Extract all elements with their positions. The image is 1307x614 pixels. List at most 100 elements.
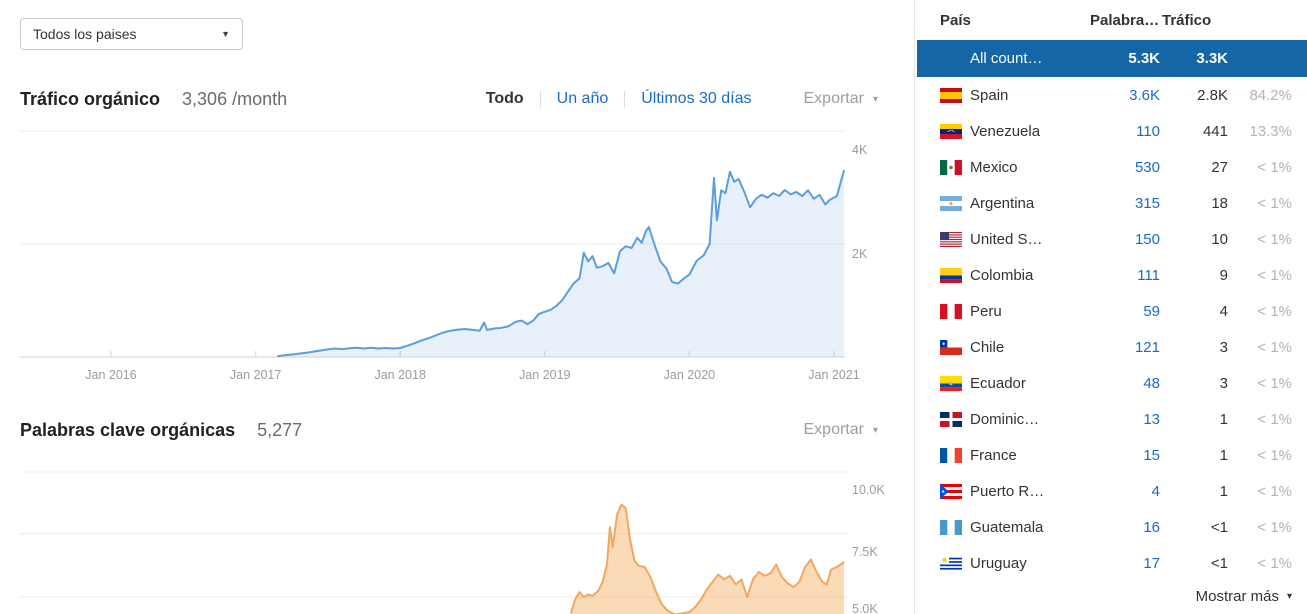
x-tick-label: Jan 2016 — [85, 368, 136, 382]
keywords-count[interactable]: 111 — [1137, 266, 1160, 284]
show-more-button[interactable]: Mostrar más ▾ — [917, 581, 1307, 611]
area-fill — [277, 170, 845, 357]
table-row[interactable]: Colombia 111 9 < 1% — [917, 257, 1307, 293]
keywords-count[interactable]: 13 — [1143, 410, 1160, 428]
organic-keywords-header: Palabras clave orgánicas 5,277 Exportar … — [20, 417, 878, 443]
flag-us-icon — [940, 231, 962, 247]
traffic-percent: 13.3% — [1249, 122, 1292, 140]
traffic-percent: < 1% — [1257, 338, 1292, 356]
y-tick-label: 5.0K — [852, 602, 878, 614]
country-rows: Spain 3.6K 2.8K 84.2% Venezuela 110 441 … — [917, 77, 1307, 581]
table-row[interactable]: Dominic… 13 1 < 1% — [917, 401, 1307, 437]
table-row[interactable]: France 15 1 < 1% — [917, 437, 1307, 473]
traffic-count: 1 — [1219, 446, 1228, 464]
flag-ve-icon — [940, 123, 962, 139]
keywords-count[interactable]: 150 — [1134, 230, 1160, 248]
traffic-percent: < 1% — [1257, 482, 1292, 500]
table-row[interactable]: United S… 150 10 < 1% — [917, 221, 1307, 257]
keywords-count[interactable]: 16 — [1143, 518, 1160, 536]
traffic-percent: < 1% — [1257, 554, 1292, 572]
country-name: Uruguay — [970, 554, 1027, 572]
y-tick-label: 7.5K — [852, 545, 878, 559]
table-row[interactable]: Argentina 315 18 < 1% — [917, 185, 1307, 221]
area-fill — [570, 504, 845, 614]
chevron-down-icon: ▾ — [1286, 590, 1292, 602]
keywords-count[interactable]: 121 — [1134, 338, 1160, 356]
tab-todo[interactable]: Todo — [485, 90, 524, 107]
export-label: Exportar — [803, 421, 864, 438]
keywords-count[interactable]: 4 — [1151, 482, 1160, 500]
flag-es-icon — [940, 87, 962, 103]
traffic-count: 9 — [1219, 266, 1228, 284]
traffic-percent: < 1% — [1257, 410, 1292, 428]
table-row[interactable]: Mexico 530 27 < 1% — [917, 149, 1307, 185]
table-row[interactable]: Chile 121 3 < 1% — [917, 329, 1307, 365]
traffic-count: 4 — [1219, 302, 1228, 320]
country-filter-dropdown[interactable]: Todos los paises ▼ — [20, 18, 243, 50]
traffic-count: 18 — [1211, 194, 1228, 212]
flag-do-icon — [940, 411, 962, 427]
traffic-count: 27 — [1211, 158, 1228, 176]
keywords-count[interactable]: 5.3K — [1128, 50, 1160, 67]
table-row[interactable]: Venezuela 110 441 13.3% — [917, 113, 1307, 149]
traffic-count: 1 — [1219, 410, 1228, 428]
country-name: All count… — [970, 50, 1043, 67]
table-row[interactable]: Uruguay 17 <1 < 1% — [917, 545, 1307, 581]
chevron-down-icon: ▼ — [221, 29, 230, 39]
export-keywords-button[interactable]: Exportar ▾ — [804, 421, 879, 439]
keywords-count[interactable]: 315 — [1134, 194, 1160, 212]
country-name: Dominic… — [970, 410, 1040, 428]
countries-table-header: País Palabra… Tráfico — [917, 0, 1307, 40]
traffic-count: 3 — [1219, 338, 1228, 356]
column-header-palabras: Palabra… — [1090, 11, 1160, 29]
tab-ultimos-30-dias[interactable]: Últimos 30 días — [641, 90, 752, 107]
table-row-all-countries[interactable]: All count… 5.3K 3.3K — [917, 40, 1307, 77]
column-header-trafico: Tráfico — [1162, 11, 1212, 29]
keywords-count[interactable]: 48 — [1143, 374, 1160, 392]
table-row[interactable]: Spain 3.6K 2.8K 84.2% — [917, 77, 1307, 113]
keywords-count[interactable]: 17 — [1143, 554, 1160, 572]
flag-pe-icon — [940, 303, 962, 319]
table-row[interactable]: Ecuador 48 3 < 1% — [917, 365, 1307, 401]
column-header-pais: País — [940, 11, 971, 29]
chevron-down-icon: ▾ — [872, 424, 878, 436]
x-tick-label: Jan 2021 — [808, 368, 859, 382]
country-name: Mexico — [970, 158, 1018, 176]
organic-traffic-chart: 4K 2K Jan 2016 Jan 2017 Jan 2018 Jan 2019 Jan … — [20, 130, 868, 382]
country-name: Peru — [970, 302, 1002, 320]
traffic-count: 441 — [1202, 122, 1228, 140]
keywords-count[interactable]: 59 — [1143, 302, 1160, 320]
y-tick-label: 4K — [852, 143, 868, 157]
traffic-percent: < 1% — [1257, 518, 1292, 536]
traffic-percent: < 1% — [1257, 374, 1292, 392]
flag-fr-icon — [940, 447, 962, 463]
country-name: Puerto R… — [970, 482, 1045, 500]
traffic-percent: < 1% — [1257, 194, 1292, 212]
keywords-count[interactable]: 110 — [1136, 122, 1160, 140]
keywords-count[interactable]: 530 — [1134, 158, 1160, 176]
organic-keywords-value: 5,277 — [257, 419, 303, 440]
organic-traffic-header: Tráfico orgánico 3,306 /month Todo Un añ… — [20, 86, 878, 112]
tab-un-ano[interactable]: Un año — [556, 90, 609, 107]
country-name: United S… — [970, 230, 1043, 248]
date-range-tabs: Todo Un año Últimos 30 días — [486, 90, 752, 108]
traffic-percent: < 1% — [1257, 266, 1292, 284]
traffic-count: 2.8K — [1197, 86, 1228, 104]
traffic-percent: < 1% — [1257, 158, 1292, 176]
table-row[interactable]: Puerto R… 4 1 < 1% — [917, 473, 1307, 509]
y-tick-label: 10.0K — [852, 483, 885, 497]
x-tick-label: Jan 2017 — [230, 368, 281, 382]
traffic-percent: 84.2% — [1249, 86, 1292, 104]
organic-traffic-title: Tráfico orgánico — [20, 88, 161, 109]
flag-uy-icon — [940, 555, 962, 571]
export-traffic-button[interactable]: Exportar ▾ — [804, 90, 879, 108]
country-filter-label: Todos los paises — [33, 26, 137, 42]
keywords-count[interactable]: 3.6K — [1129, 86, 1160, 104]
table-row[interactable]: Peru 59 4 < 1% — [917, 293, 1307, 329]
x-tick-label: Jan 2018 — [374, 368, 425, 382]
keywords-count[interactable]: 15 — [1143, 446, 1160, 464]
table-row[interactable]: Guatemala 16 <1 < 1% — [917, 509, 1307, 545]
flag-pr-icon — [940, 483, 962, 499]
series-line — [277, 169, 846, 358]
y-tick-label: 2K — [852, 247, 868, 261]
